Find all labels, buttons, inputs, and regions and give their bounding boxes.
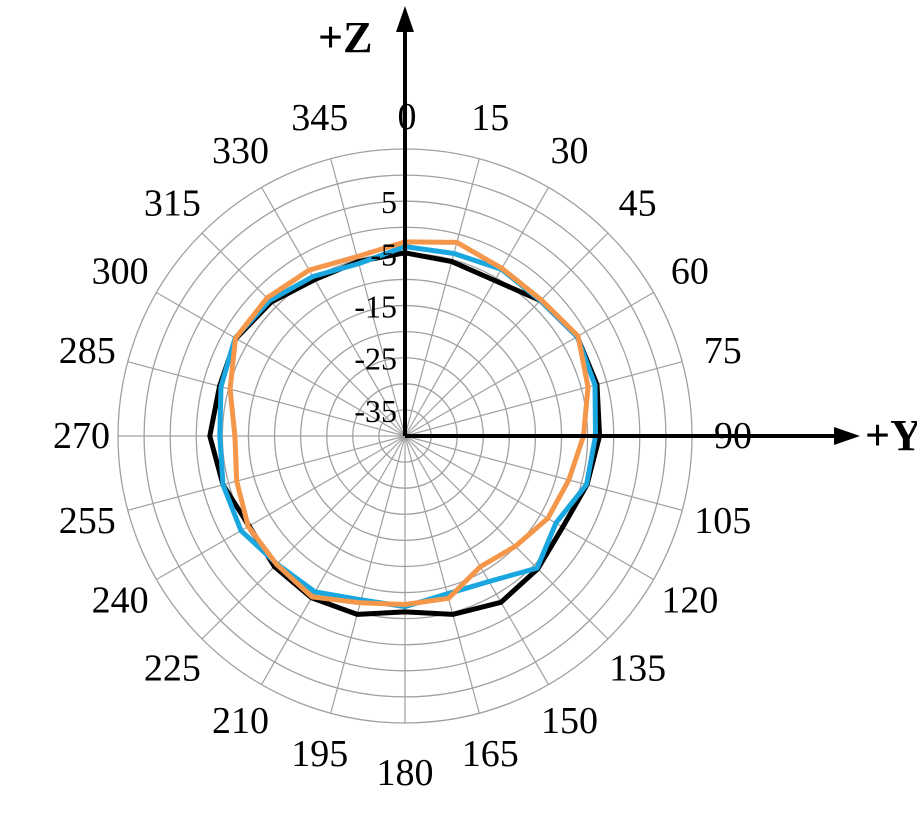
grid-spoke [156,291,406,437]
series-layer [207,239,603,617]
grid-spoke [127,361,406,437]
angle-tick-label: 0 [398,96,417,138]
angle-tick-label: 285 [59,330,116,372]
grid-spoke [260,187,406,437]
angle-tick-label: 15 [471,97,509,139]
radial-tick-label: -35 [354,393,397,429]
angle-tick-label: 120 [661,580,718,622]
angle-tick-label: 90 [714,415,752,457]
angle-tick-label: 105 [694,500,751,542]
radial-tick-label: -25 [354,341,397,377]
angle-tick-label: 330 [212,130,269,172]
grid-spoke [201,435,406,640]
labels: 0 15 30 45 60 75 90 105 120 135 150 165 180 195 210 225… [53,96,752,794]
angle-tick-label: 135 [609,648,666,690]
grid-spoke [404,361,683,437]
series-line-3 [227,239,591,607]
y-axis-arrowhead [834,427,860,445]
angle-tick-label: 240 [92,580,149,622]
angle-tick-label: 165 [462,733,519,775]
grid-spoke [404,435,480,714]
angle-tick-label: 300 [92,251,149,293]
grid-spoke [404,158,480,437]
grid-spoke [201,232,406,437]
grid-spoke [156,435,406,581]
angle-tick-label: 195 [291,733,348,775]
grid-spoke [404,435,654,581]
radial-tick-label: -15 [354,289,397,325]
z-axis-label: +Z [318,13,372,62]
angle-tick-label: 345 [291,97,348,139]
grid-spoke [404,435,683,511]
angle-tick-label: 30 [551,130,589,172]
angle-tick-label: 150 [541,700,598,742]
y-axis-label: +Y [865,411,917,460]
grid-spoke [404,435,550,685]
angle-tick-label: 180 [377,752,434,794]
grid-spoke [404,291,654,437]
angle-tick-label: 315 [144,182,201,224]
angle-tick-label: 45 [619,182,657,224]
grid-spoke [404,232,609,437]
grid-spoke [330,158,406,437]
axes: +Z +Y [318,6,917,460]
grid-spoke [404,435,609,640]
angle-tick-label: 225 [144,648,201,690]
z-axis-arrowhead [396,6,414,32]
angle-tick-label: 75 [704,330,742,372]
grid-spoke [330,435,406,714]
grid-spoke [404,187,550,437]
grid-spoke [127,435,406,511]
radial-tick-label: -5 [370,236,397,272]
grid-spoke [260,435,406,685]
angle-tick-label: 60 [671,251,709,293]
angle-tick-label: 270 [53,415,110,457]
radial-tick-label: 5 [381,184,397,220]
angle-tick-label: 255 [59,500,116,542]
angle-tick-label: 210 [212,700,269,742]
